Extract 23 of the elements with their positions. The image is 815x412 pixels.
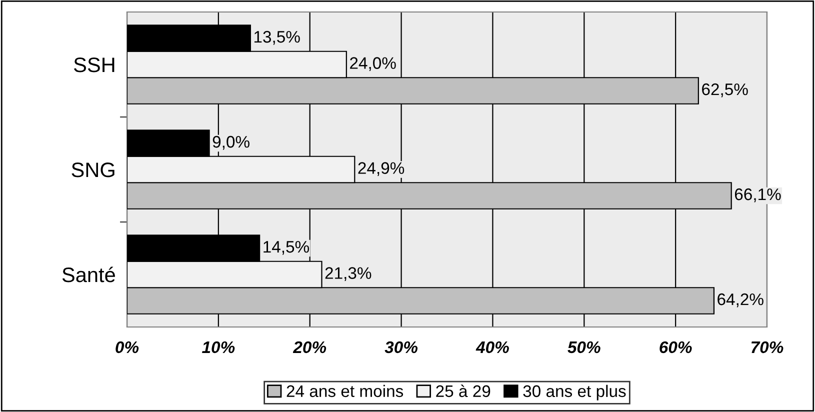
data-label: 62,5% — [702, 83, 748, 98]
x-tick-label: 50% — [568, 341, 600, 354]
y-tick-label: SSH — [74, 58, 114, 72]
x-tick-label: 40% — [476, 341, 509, 354]
y-tick-label: Santé — [62, 266, 115, 282]
legend-label: 30 ans et plus — [523, 384, 626, 400]
data-label: 13,5% — [254, 30, 300, 45]
y-tick-label: SNG — [72, 162, 114, 178]
data-label: 9,0% — [212, 136, 250, 150]
data-label: 24,0% — [350, 57, 396, 71]
data-label: 66,1% — [734, 188, 781, 202]
x-tick-label: 70% — [751, 341, 784, 354]
x-tick-label: 30% — [384, 341, 418, 354]
x-tick-label: 60% — [660, 341, 692, 354]
data-label: 14,5% — [264, 240, 310, 255]
legend-label: 24 ans et moins — [286, 384, 404, 398]
legend-label: 25 à 29 — [436, 384, 490, 398]
data-label: 24,9% — [358, 162, 404, 176]
data-label: 64,2% — [718, 293, 764, 308]
x-tick-label: 10% — [202, 341, 235, 354]
x-tick-label: 20% — [292, 341, 326, 354]
data-label: 21,3% — [325, 267, 372, 281]
x-tick-label: 0% — [116, 341, 139, 354]
